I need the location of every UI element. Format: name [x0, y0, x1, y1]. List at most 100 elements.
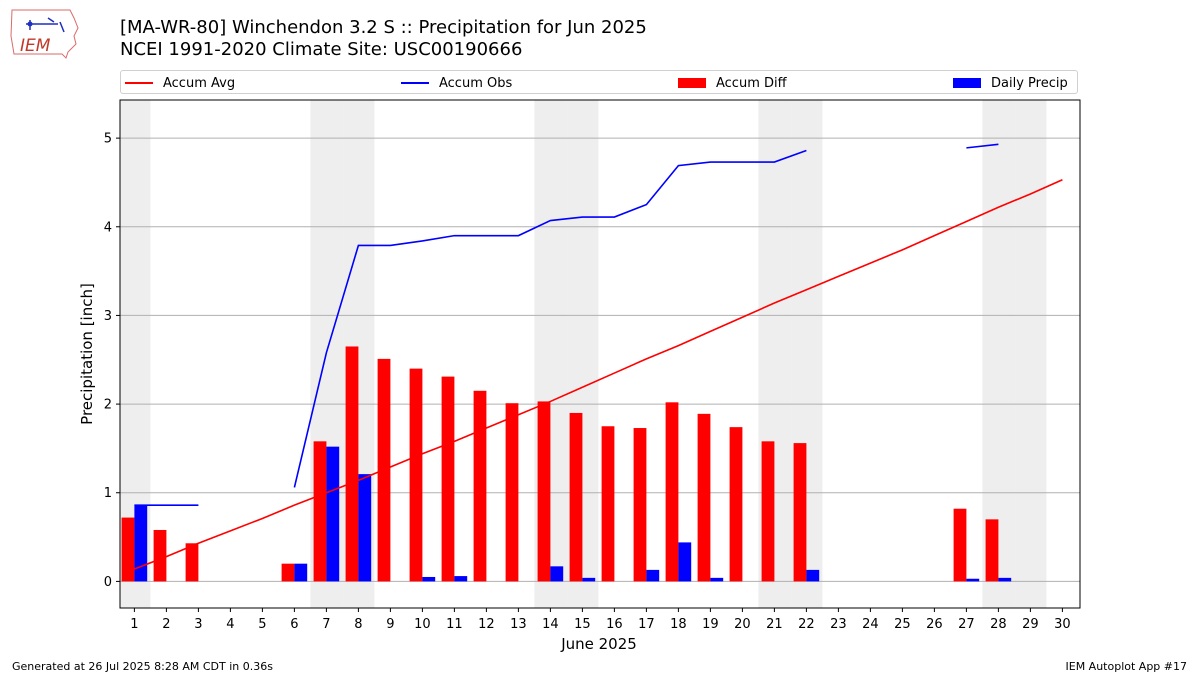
- line-accum-avg-segment-0: [134, 179, 1063, 570]
- grid-lines: [120, 137, 1080, 582]
- x-tick-label: 18: [670, 617, 687, 632]
- bar-accum-diff-10: [409, 368, 423, 582]
- x-axis-label: June 2025: [560, 635, 637, 653]
- legend-label-accum-avg: Accum Avg: [163, 75, 236, 91]
- bar-daily-precip-15: [582, 577, 596, 582]
- title-line-1: [MA-WR-80] Winchendon 3.2 S :: Precipita…: [120, 17, 647, 38]
- bar-daily-precip-18: [678, 542, 692, 582]
- bar-daily-precip-6: [294, 563, 308, 582]
- weekend-band-29: [1014, 100, 1047, 608]
- bar-daily-precip-7: [326, 446, 340, 582]
- bar-daily-precip-8: [358, 474, 372, 582]
- x-tick-label: 29: [1022, 617, 1039, 632]
- bar-accum-diff-15: [569, 412, 583, 582]
- x-tick-label: 23: [830, 617, 847, 632]
- bar-daily-precip-19: [710, 577, 724, 582]
- x-tick-label: 6: [290, 617, 298, 632]
- legend-label-daily-precip: Daily Precip: [991, 75, 1068, 91]
- x-tick-label: 11: [446, 617, 463, 632]
- x-tick-label: 30: [1054, 617, 1071, 632]
- x-tick-label: 21: [766, 617, 783, 632]
- x-tick-label: 20: [734, 617, 751, 632]
- x-tick-label: 5: [258, 617, 266, 632]
- plot-frame: [119, 99, 1081, 609]
- x-tick-label: 15: [574, 617, 591, 632]
- bar-accum-diff-7: [313, 441, 327, 582]
- x-tick-label: 17: [638, 617, 655, 632]
- legend-item-accum-obs: Accum Obs: [401, 74, 512, 92]
- legend-swatch-accum-obs: [401, 82, 429, 84]
- x-tick-label: 2: [162, 617, 170, 632]
- bar-accum-diff-13: [505, 403, 519, 582]
- legend-swatch-accum-diff: [678, 78, 706, 88]
- legend-label-accum-obs: Accum Obs: [439, 75, 513, 91]
- bar-accum-diff-27: [953, 508, 967, 582]
- y-tick-label: 0: [104, 575, 112, 590]
- legend-swatch-accum-avg: [125, 82, 153, 84]
- y-tick-label: 2: [104, 398, 112, 413]
- bar-daily-precip-17: [646, 569, 660, 582]
- line-accum-obs-segment-1: [293, 149, 807, 488]
- y-tick-label: 4: [104, 220, 112, 235]
- legend-label-accum-diff: Accum Diff: [716, 75, 787, 91]
- x-tick-label: 14: [542, 617, 559, 632]
- legend-item-daily-precip: Daily Precip: [953, 74, 1068, 92]
- bar-accum-diff-16: [601, 426, 615, 582]
- bar-daily-precip-22: [806, 569, 820, 582]
- y-tick-label: 3: [104, 309, 112, 324]
- bar-daily-precip-27: [966, 578, 980, 582]
- bar-accum-diff-20: [729, 427, 743, 582]
- y-axis-ticks: 0 1 2 3 4 5: [104, 132, 120, 590]
- x-tick-label: 12: [478, 617, 495, 632]
- bar-accum-diff-18: [665, 402, 679, 582]
- x-tick-label: 10: [414, 617, 431, 632]
- bar-daily-precip-1: [134, 505, 148, 582]
- title-line-2: NCEI 1991-2020 Climate Site: USC00190666: [120, 39, 523, 60]
- legend-item-accum-avg: Accum Avg: [125, 74, 235, 92]
- x-tick-label: 22: [798, 617, 815, 632]
- bar-accum-diff-11: [441, 376, 455, 582]
- x-tick-label: 1: [130, 617, 138, 632]
- x-tick-label: 27: [958, 617, 975, 632]
- bar-accum-diff-12: [473, 390, 487, 582]
- bar-accum-diff-14: [537, 401, 551, 582]
- bar-accum-diff-28: [985, 519, 999, 582]
- x-tick-label: 3: [194, 617, 202, 632]
- weekend-shading: [120, 100, 1047, 608]
- footer-generated: Generated at 26 Jul 2025 8:28 AM CDT in …: [12, 660, 273, 673]
- series-lines: [134, 143, 1063, 570]
- iem-logo: IEM: [10, 9, 79, 59]
- x-tick-label: 7: [322, 617, 330, 632]
- x-tick-label: 9: [386, 617, 394, 632]
- x-tick-label: 24: [862, 617, 879, 632]
- legend-swatch-daily-precip: [953, 78, 981, 88]
- bar-accum-diff-21: [761, 441, 775, 582]
- bars: [121, 346, 1012, 582]
- line-accum-obs-segment-2: [966, 143, 999, 149]
- bar-accum-diff-22: [793, 443, 807, 582]
- bar-accum-diff-8: [345, 346, 359, 582]
- bar-accum-diff-19: [697, 413, 711, 582]
- y-axis-label: Precipitation [inch]: [78, 283, 96, 425]
- bar-daily-precip-10: [422, 576, 436, 582]
- bar-accum-diff-1: [121, 517, 135, 582]
- bar-accum-diff-3: [185, 543, 199, 582]
- legend: Accum Avg Accum Obs Accum Diff Daily Pre…: [120, 70, 1078, 94]
- bar-accum-diff-17: [633, 428, 647, 582]
- x-tick-label: 19: [702, 617, 719, 632]
- footer-app-id: IEM Autoplot App #17: [1065, 660, 1188, 673]
- x-tick-label: 28: [990, 617, 1007, 632]
- chart-title: [MA-WR-80] Winchendon 3.2 S :: Precipita…: [120, 17, 647, 61]
- bar-daily-precip-11: [454, 576, 468, 582]
- y-tick-label: 5: [104, 132, 112, 147]
- logo-text: IEM: [20, 36, 51, 56]
- x-tick-label: 4: [226, 617, 234, 632]
- bar-daily-precip-14: [550, 566, 564, 582]
- y-tick-label: 1: [104, 486, 112, 501]
- x-tick-label: 13: [510, 617, 527, 632]
- x-tick-label: 16: [606, 617, 623, 632]
- x-tick-label: 26: [926, 617, 943, 632]
- legend-item-accum-diff: Accum Diff: [678, 74, 787, 92]
- x-axis-ticks: 1 2 3 4 5 6 7 8 9 10 11 12 13 14 15 16 17 18 19 20 21 22 23 24 2…: [130, 608, 1071, 632]
